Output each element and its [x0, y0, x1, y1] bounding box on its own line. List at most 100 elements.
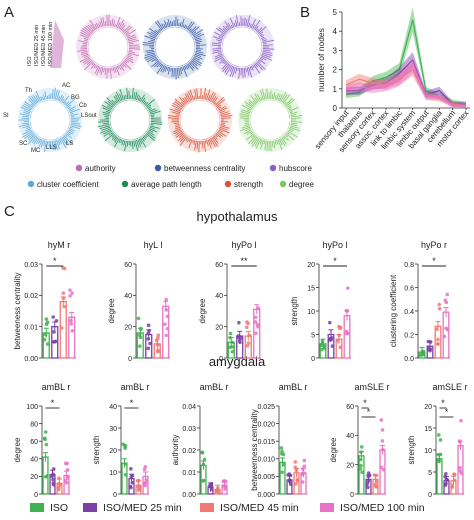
- bar-y-axis-label: strength: [92, 436, 101, 465]
- ring-pathlength-spoke: [134, 91, 138, 100]
- ring-hubscore-spoke: [233, 22, 236, 28]
- ring-strength-spoke: [193, 96, 196, 100]
- bar-point: [437, 457, 441, 462]
- ring-authority-spoke: [79, 34, 89, 39]
- bar-y-tick-label: 20: [424, 404, 432, 411]
- bar-point: [70, 291, 74, 295]
- ring-cluster-spoke: [22, 130, 33, 138]
- bar-point: [143, 483, 148, 488]
- bar-y-tick-label: 0.01: [24, 324, 38, 331]
- ring-degree-spoke: [288, 129, 293, 133]
- ring-degree-spoke: [284, 97, 293, 106]
- ring-hubscore-spoke: [262, 39, 275, 44]
- region-label-bg: BG: [71, 95, 80, 101]
- ring-pathlength-spoke: [119, 93, 123, 101]
- bar-point: [280, 470, 284, 475]
- ring-betweenness-spoke: [189, 26, 197, 33]
- ring-authority-spoke: [111, 18, 114, 27]
- ring-strength-spoke: [211, 95, 217, 103]
- bar-y-tick-label: 0.02: [24, 293, 38, 300]
- bar-point: [144, 478, 149, 482]
- ring-betweenness-band: [143, 15, 207, 79]
- ring-degree-band: [238, 88, 302, 152]
- ring-pathlength-spoke: [115, 91, 122, 102]
- ring-hubscore-spoke: [234, 67, 238, 74]
- b-series-band: [346, 58, 466, 108]
- ring-betweenness-spoke: [182, 66, 188, 78]
- bar-y-tick-label: 0.03: [24, 262, 38, 269]
- bar-point: [57, 476, 61, 480]
- ring-degree: [238, 88, 303, 152]
- ring-authority-spoke: [115, 16, 121, 28]
- ring-strength-spoke: [196, 140, 199, 149]
- ring-betweenness-spoke: [161, 23, 165, 30]
- ring-cluster-spoke: [62, 96, 69, 104]
- ring-pathlength-spoke: [133, 92, 136, 100]
- ring-degree-spoke: [263, 140, 266, 145]
- ring-authority-spoke: [99, 21, 102, 28]
- bar-point: [444, 471, 448, 476]
- bar-point: [319, 347, 324, 352]
- ring-betweenness-spoke: [195, 52, 206, 57]
- ring-authority-spoke: [89, 19, 97, 30]
- ring-pathlength-spoke: [98, 121, 110, 123]
- bar-point: [381, 447, 385, 452]
- ring-betweenness-spoke: [186, 21, 193, 30]
- bar-y-tick-label: 0.015: [257, 439, 275, 446]
- bar-point: [51, 315, 55, 319]
- ring-pathlength-spoke: [102, 113, 110, 117]
- ring-pathlength-spoke: [150, 121, 163, 123]
- ring-pathlength-spoke: [141, 137, 145, 142]
- ring-cluster-spoke: [31, 136, 38, 144]
- b-y-tick-label: 3: [333, 46, 338, 55]
- ring-betweenness-spoke: [194, 33, 205, 39]
- bar-point: [123, 462, 128, 466]
- ring-degree-spoke: [254, 137, 260, 146]
- ring-hubscore-spoke: [250, 19, 256, 29]
- ring-betweenness-spoke: [187, 21, 195, 31]
- ring-hubscore-spoke: [234, 20, 238, 27]
- bar-point: [374, 484, 378, 489]
- bar-y-axis-label: strength: [290, 297, 299, 326]
- ring-hubscore-spoke: [214, 55, 223, 60]
- bar-point: [345, 309, 350, 313]
- bar-y-tick-label: 0: [219, 356, 223, 363]
- ring-degree-spoke: [244, 122, 250, 124]
- ring-degree-inner-circle: [249, 99, 291, 141]
- ring-cluster-spoke: [70, 123, 82, 128]
- bar-point: [129, 485, 133, 490]
- ring-strength-spoke: [220, 117, 231, 119]
- ring-degree-spoke: [246, 130, 253, 135]
- ring-betweenness-spoke: [166, 66, 169, 71]
- ring-pathlength-spoke: [146, 131, 156, 139]
- ring-cluster-spoke: [23, 103, 33, 110]
- bar-y-tick-label: 0.020: [257, 421, 275, 428]
- ring-betweenness-spoke: [195, 49, 202, 52]
- ring-strength-spoke: [173, 129, 182, 135]
- bar-y-tick-label: 100: [26, 404, 38, 411]
- ring-cluster-spoke: [69, 109, 74, 112]
- ring-authority-spoke: [114, 66, 117, 73]
- ring-strength-spoke: [220, 111, 229, 115]
- ring-degree-spoke: [290, 123, 298, 127]
- ring-strength-spoke: [210, 137, 216, 147]
- ring-betweenness-spoke: [149, 27, 159, 36]
- bar-chart-title: amSLE r: [432, 382, 467, 392]
- ring-betweenness-spoke: [144, 35, 156, 41]
- ring-betweenness-spoke: [156, 20, 164, 30]
- ring-cluster-spoke: [51, 140, 54, 150]
- ring-betweenness-spoke: [191, 58, 202, 67]
- bar-y-tick-label: 0: [428, 492, 432, 499]
- ring-authority-spoke: [116, 21, 121, 29]
- bar-point: [256, 306, 261, 311]
- ring-strength-spoke: [217, 106, 222, 110]
- bar-y-tick-label: 40: [109, 404, 117, 411]
- ring-strength-spoke: [196, 88, 199, 100]
- ring-pathlength-spoke: [144, 134, 148, 138]
- bar-point: [293, 460, 298, 464]
- ring-authority-spoke: [83, 55, 89, 59]
- ring-degree-spoke: [287, 106, 292, 110]
- ring-strength-band: [168, 88, 232, 152]
- bar-point: [381, 467, 386, 472]
